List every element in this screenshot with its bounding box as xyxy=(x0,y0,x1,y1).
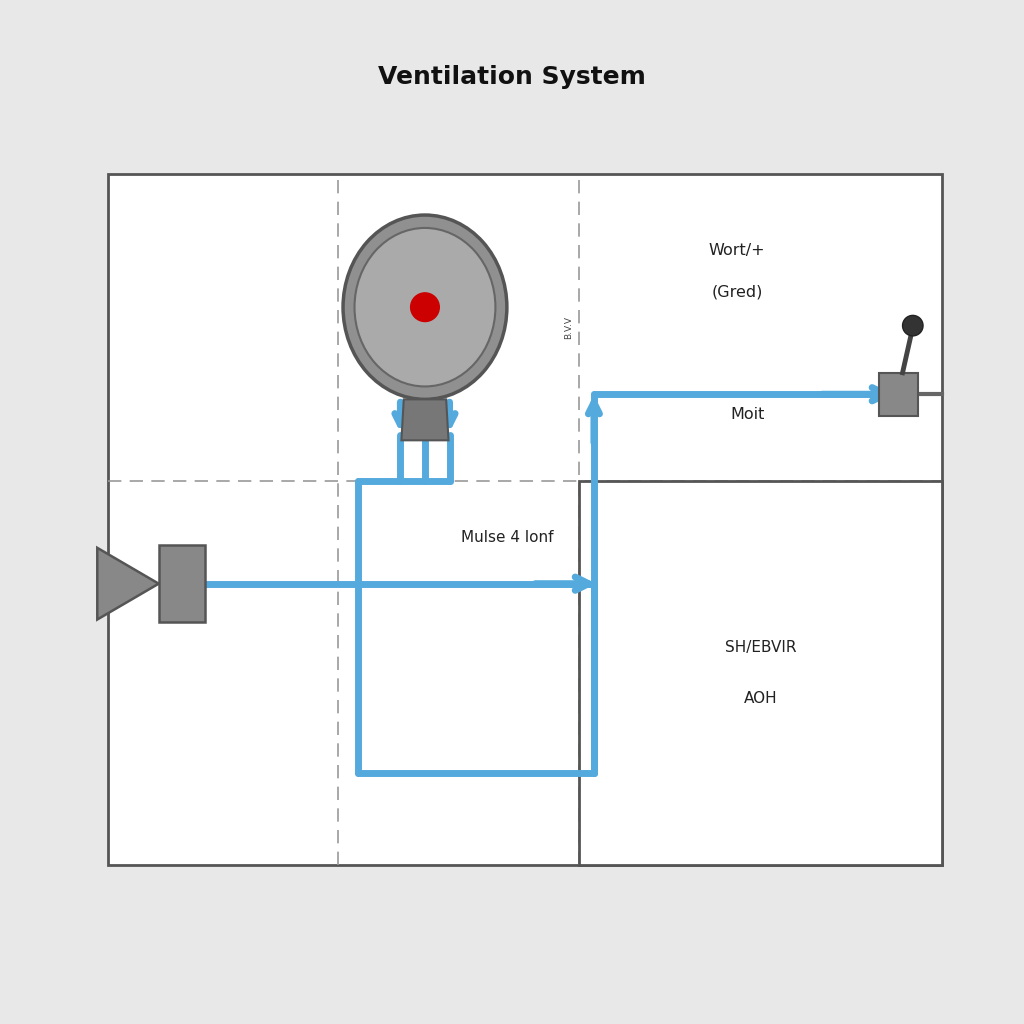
Text: SH/EBVIR: SH/EBVIR xyxy=(725,640,796,655)
Polygon shape xyxy=(579,481,942,865)
Text: B.V.V: B.V.V xyxy=(426,316,434,339)
Ellipse shape xyxy=(354,228,496,386)
Text: Ventilation System: Ventilation System xyxy=(378,65,646,89)
FancyBboxPatch shape xyxy=(880,373,919,416)
Circle shape xyxy=(902,315,923,336)
Circle shape xyxy=(411,293,439,322)
Text: Wort/+: Wort/+ xyxy=(709,244,766,258)
Text: AOH: AOH xyxy=(743,691,777,707)
Text: B.V.V: B.V.V xyxy=(564,316,572,339)
Text: Moit: Moit xyxy=(730,408,765,422)
Polygon shape xyxy=(97,548,159,620)
Ellipse shape xyxy=(343,215,507,399)
Polygon shape xyxy=(108,174,942,865)
Text: (Gred): (Gred) xyxy=(712,285,763,299)
Text: Mulse 4 lonf: Mulse 4 lonf xyxy=(461,530,553,545)
Text: Bovo: Bovo xyxy=(352,316,360,339)
FancyBboxPatch shape xyxy=(159,545,205,622)
Polygon shape xyxy=(401,399,449,440)
